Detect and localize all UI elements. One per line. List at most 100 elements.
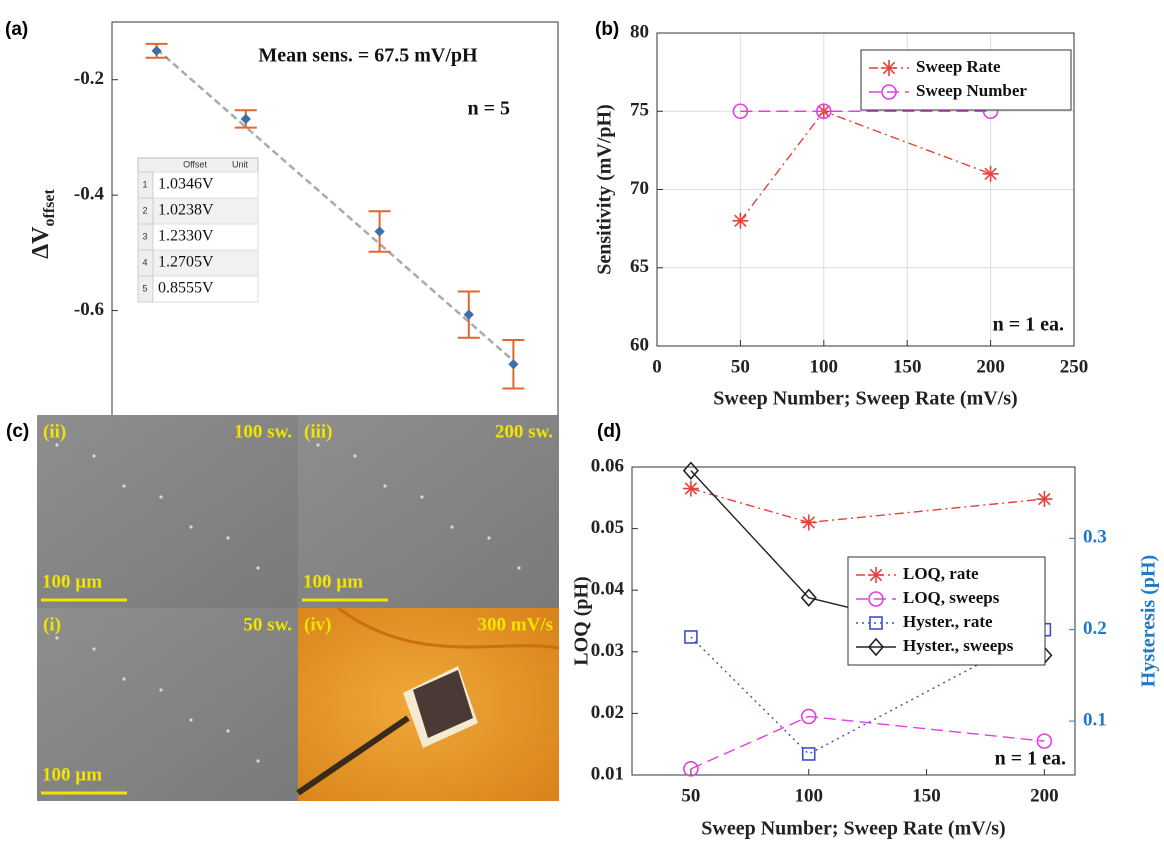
marker (881, 60, 897, 76)
legend-label: Sweep Number (916, 81, 1027, 100)
x-axis-label: Sweep Number; Sweep Rate (mV/s) (713, 388, 1017, 410)
table-cell: 0.8555V (158, 280, 214, 297)
table-index: 3 (142, 231, 147, 241)
tile-caption: 300 mV/s (478, 614, 553, 635)
particle (353, 454, 356, 457)
y-tick-label: 80 (630, 21, 649, 42)
legend-label: Hyster., rate (903, 612, 993, 631)
tile-label: (i) (43, 614, 61, 635)
panel-label: (b) (595, 19, 619, 40)
y2-axis-label: Hysteresis (pH) (1138, 555, 1160, 687)
marker (732, 213, 748, 229)
particle (189, 525, 192, 528)
table-column: Unit (232, 159, 249, 169)
x-tick-label: 100 (810, 356, 839, 377)
table-cell: 1.2330V (158, 228, 214, 245)
annotation: n = 1 ea. (993, 314, 1064, 336)
y-tick-label: 65 (630, 256, 649, 277)
particle (226, 729, 229, 732)
y-tick-label: 0.05 (591, 517, 624, 538)
particle (450, 525, 453, 528)
y-tick-label: 0.03 (591, 640, 624, 661)
annotation: n = 5 (467, 98, 510, 120)
table-cell: 1.0346V (158, 176, 214, 193)
particle (159, 495, 162, 498)
figure: (a)246810-0.8-0.6-0.4-0.2pHΔVoffsetMean … (0, 0, 1164, 844)
particle (226, 536, 229, 539)
marker (683, 481, 699, 497)
x-tick-label: 0 (652, 356, 662, 377)
tile-label: (ii) (43, 421, 66, 442)
scale-bar-label: 100 µm (42, 764, 102, 785)
annotation: Mean sens. = 67.5 mV/pH (258, 45, 478, 67)
table-index: 1 (142, 179, 147, 189)
y-tick-label: 0.01 (591, 763, 624, 784)
x-tick-label: 50 (731, 356, 750, 377)
annotation: n = 1 ea. (995, 748, 1066, 770)
table-cell: 1.2705V (158, 254, 214, 271)
y-tick-label: 0.06 (591, 455, 624, 476)
x-tick-label: 250 (1060, 356, 1089, 377)
y2-tick-label: 0.3 (1083, 527, 1107, 548)
y-axis-label-sub: offset (41, 188, 58, 226)
tile-caption: 200 sw. (495, 421, 553, 442)
panel-label: (c) (6, 421, 29, 442)
scale-bar-label: 100 µm (42, 571, 102, 592)
particle (55, 636, 58, 639)
legend-label: LOQ, sweeps (903, 588, 1000, 607)
particle (122, 484, 125, 487)
y2-tick-label: 0.1 (1083, 709, 1107, 730)
marker (868, 567, 884, 583)
x-tick-label: 200 (1030, 785, 1059, 806)
table-index: 5 (142, 283, 147, 293)
y-tick-label: -0.4 (74, 184, 105, 205)
panel-label: (d) (597, 421, 621, 442)
marker (1036, 491, 1052, 507)
particle (55, 443, 58, 446)
panel-label: (a) (5, 19, 28, 40)
particle (517, 566, 520, 569)
x-tick-label: 150 (912, 785, 941, 806)
particle (92, 647, 95, 650)
table-index: 4 (142, 257, 147, 267)
x-tick-label: 150 (893, 356, 922, 377)
scale-bar-label: 100 µm (303, 571, 363, 592)
table-cell: 1.0238V (158, 202, 214, 219)
particle (487, 536, 490, 539)
y-axis-label: LOQ (pH) (571, 576, 593, 665)
y-tick-label: 0.04 (591, 579, 625, 600)
tile-label: (iii) (304, 421, 333, 442)
y-tick-label: 0.02 (591, 702, 624, 723)
table-index: 2 (142, 205, 147, 215)
y-tick-label: -0.2 (74, 68, 104, 89)
y-tick-label: 75 (630, 100, 649, 121)
particle (256, 759, 259, 762)
y-tick-label: 60 (630, 334, 649, 355)
x-tick-label: 100 (794, 785, 823, 806)
tile-caption: 100 sw. (234, 421, 292, 442)
particle (189, 718, 192, 721)
tile-label: (iv) (304, 614, 331, 635)
table-column: Offset (183, 159, 207, 169)
y-tick-label: 70 (630, 178, 649, 199)
y-axis-label-main: ΔV (28, 226, 54, 259)
marker (801, 514, 817, 530)
y-axis-label: Sensitivity (mV/pH) (594, 104, 616, 275)
marker (983, 166, 999, 182)
legend-label: Hyster., sweeps (903, 636, 1014, 655)
legend-label: LOQ, rate (903, 564, 979, 583)
particle (159, 688, 162, 691)
legend-label: Sweep Rate (916, 57, 1001, 76)
tile-caption: 50 sw. (243, 614, 292, 635)
particle (92, 454, 95, 457)
particle (316, 443, 319, 446)
particle (420, 495, 423, 498)
particle (256, 566, 259, 569)
y-axis-label: ΔVoffset (28, 188, 58, 258)
particle (383, 484, 386, 487)
x-tick-label: 50 (681, 785, 700, 806)
y2-tick-label: 0.2 (1083, 618, 1107, 639)
x-tick-label: 200 (976, 356, 1005, 377)
particle (122, 677, 125, 680)
x-axis-label: Sweep Number; Sweep Rate (mV/s) (701, 818, 1005, 840)
